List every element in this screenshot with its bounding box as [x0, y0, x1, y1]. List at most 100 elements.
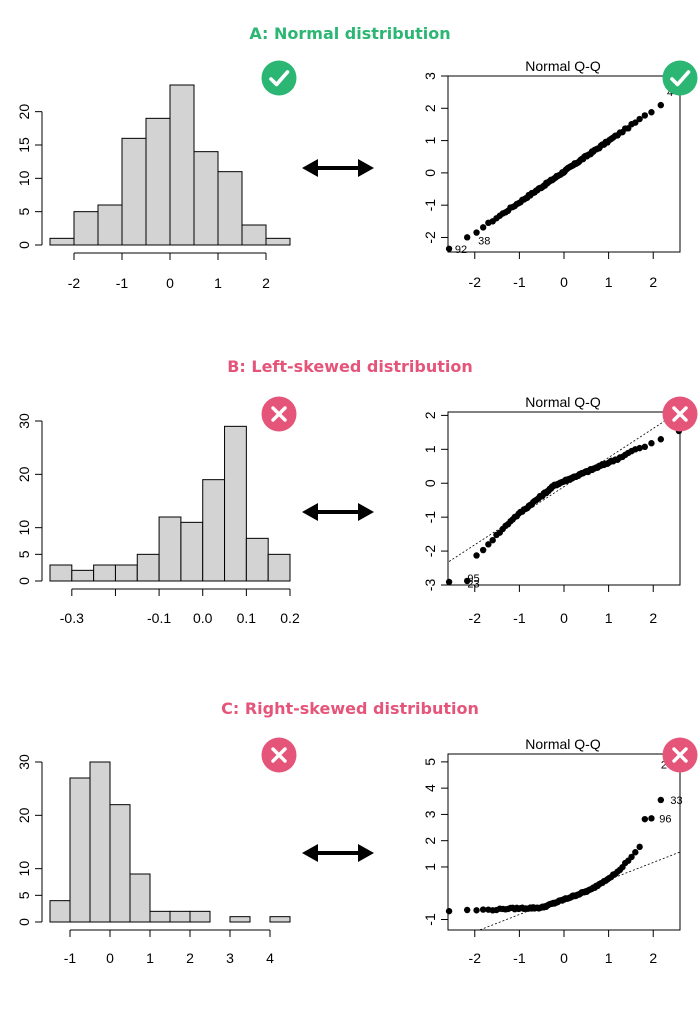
- panel-c-hist-x-tick-label: 3: [226, 950, 234, 966]
- panel-a-title: A: Normal distribution: [249, 24, 450, 43]
- panel-c-qq-x-tick-label: 1: [605, 950, 613, 966]
- panel-c-qq-x-tick-label: 0: [560, 950, 568, 966]
- panel-b-qq-y-tick-label: 0: [422, 479, 438, 487]
- panel-b-qq-point: [657, 436, 665, 443]
- panel-c-qq-reference-line: [478, 851, 680, 930]
- double-arrow-left-head: [302, 503, 318, 521]
- panel-c-qq-point: [636, 843, 643, 851]
- panel-a-qq-status-badge: [662, 60, 698, 96]
- panel-c-qq-point: [445, 907, 453, 915]
- panel-a-hist-y-tick-label: 0: [16, 241, 32, 249]
- panel-a-hist-bar: [217, 171, 243, 246]
- panel-c-qq-x-tick-label: -1: [513, 950, 526, 966]
- panel-b-qq-x-tick-label: -1: [513, 610, 526, 626]
- panel-c-hist-x-tick-label: -1: [64, 950, 77, 966]
- panel-b-qq-point-label: 95: [467, 573, 479, 585]
- panel-b-title: B: Left-skewed distribution: [227, 357, 473, 376]
- panel-a-qq-point: [632, 119, 639, 126]
- panel-a-qq-y-tick-label: 0: [422, 169, 438, 177]
- panel-c-qq-point: [641, 815, 649, 823]
- panel-b-qq-point: [485, 541, 492, 548]
- panel-b-hist-x-tick-label: -0.3: [60, 610, 84, 626]
- panel-c-qq-y-tick-label: 4: [422, 784, 438, 792]
- panel-b-qq-point: [648, 440, 655, 447]
- double-arrow-right-head: [358, 503, 374, 521]
- panel-c-hist-x-tick-label: 0: [106, 950, 114, 966]
- panel-a-qq-x-tick-label: -2: [469, 274, 482, 290]
- panel-b-hist-bar: [267, 553, 291, 582]
- panel-c-qq-y-tick-label: 3: [422, 810, 438, 818]
- panel-a-qq-y-tick-label: -2: [422, 231, 438, 244]
- panel-b-qq-title: Normal Q-Q: [525, 394, 601, 410]
- panel-b-hist-x-tick-label: 0.0: [193, 610, 213, 626]
- panel-a-hist-bar: [49, 237, 75, 246]
- panel-c-histogram: 0 5 10 20 30 -1 0 1 2 3 4: [16, 754, 291, 966]
- double-arrow-right-head: [358, 844, 374, 862]
- double-arrow-left-head: [302, 844, 318, 862]
- panel-b-qq-status-badge: [662, 396, 698, 432]
- panel-c-hist-y-tick-label: 20: [16, 807, 32, 823]
- panel-c-qq-point: [628, 853, 635, 861]
- panel-a-qq-title: Normal Q-Q: [525, 58, 601, 74]
- panel-a-qq-point: [641, 112, 649, 119]
- cross-icon: [672, 406, 688, 422]
- panel-b-hist-bar: [245, 537, 269, 582]
- panel-b-qq-point: [636, 444, 643, 452]
- panel-b-qq-point: [473, 552, 480, 559]
- panel-a-hist-bar: [145, 117, 171, 246]
- panel-c-hist-y-tick-label: 0: [16, 918, 32, 926]
- panel-c-hist-bar: [89, 761, 111, 923]
- panel-a-hist-x-tick-label: -2: [68, 275, 81, 291]
- panel-c-qq-point-label: 33: [670, 795, 682, 807]
- panel-b-qq-x-tick-label: 1: [605, 610, 613, 626]
- panel-a-double-arrow-icon: [302, 159, 374, 177]
- panel-c-qq-point: [473, 907, 480, 914]
- panel-b-qq-point: [479, 546, 487, 554]
- panel-b-qq-x-tick-label: 0: [560, 610, 568, 626]
- panel-c-hist-bar: [69, 777, 91, 923]
- panel-a-hist-y-tick-label: 10: [16, 170, 32, 186]
- panel-a-hist-bar: [121, 137, 147, 246]
- panel-a-hist-y-tick-label: 15: [16, 137, 32, 153]
- panel-a-status-badge: [261, 60, 297, 96]
- panel-a-qq-point: [463, 234, 471, 241]
- panel-b-qq-x-tick-label: 2: [649, 610, 657, 626]
- panel-c-hist-bar: [189, 910, 211, 923]
- panel-a-qq-x-tick-label: 2: [649, 274, 657, 290]
- panel-c-qq-title: Normal Q-Q: [525, 736, 601, 752]
- panel-c-hist-bar: [169, 910, 191, 923]
- panel-a-qq-y-tick-label: 1: [422, 136, 438, 144]
- panel-c-hist-x-tick-label: 4: [266, 950, 274, 966]
- panel-b-status-badge: [261, 396, 297, 432]
- panel-b-histogram: 0 5 10 20 30 -0.3 -0.1 0.0 0.1 0.2: [16, 413, 300, 626]
- double-arrow-left-head: [302, 159, 318, 177]
- cross-stroke: [271, 406, 287, 422]
- panel-c-status-badge: [261, 737, 297, 773]
- panel-b-hist-y-tick-label: 20: [16, 466, 32, 482]
- cross-icon: [271, 747, 287, 763]
- panel-b-hist-y-tick-label: 0: [16, 577, 32, 585]
- panel-c-qq-point: [648, 815, 655, 822]
- panel-b-qq-x-tick-label: -2: [469, 610, 482, 626]
- panel-a-qq-point: [636, 115, 643, 123]
- panel-b-hist-y-tick-label: 10: [16, 520, 32, 536]
- panel-c-qq-y-tick-label: 5: [422, 758, 438, 766]
- panel-c-hist-y-tick-label: 5: [16, 891, 32, 899]
- panel-c-hist-bar: [49, 900, 71, 923]
- panel-a-hist-bar: [193, 151, 219, 246]
- panel-b-hist-bar: [224, 425, 247, 582]
- panel-a-qq-y-tick-label: -1: [422, 199, 438, 212]
- cross-stroke: [672, 406, 688, 422]
- panel-a-hist-bar: [73, 211, 99, 246]
- panel-b-qq-point: [463, 577, 471, 585]
- panel-a-hist-x-tick-label: 0: [166, 275, 174, 291]
- panel-c-qq-point: [479, 906, 487, 913]
- panel-a-qq-point: [473, 229, 480, 236]
- panel-b-double-arrow-icon: [302, 503, 374, 521]
- panel-b-qq-point: [445, 578, 453, 586]
- panel-b-qq-point-label: 23: [467, 578, 479, 590]
